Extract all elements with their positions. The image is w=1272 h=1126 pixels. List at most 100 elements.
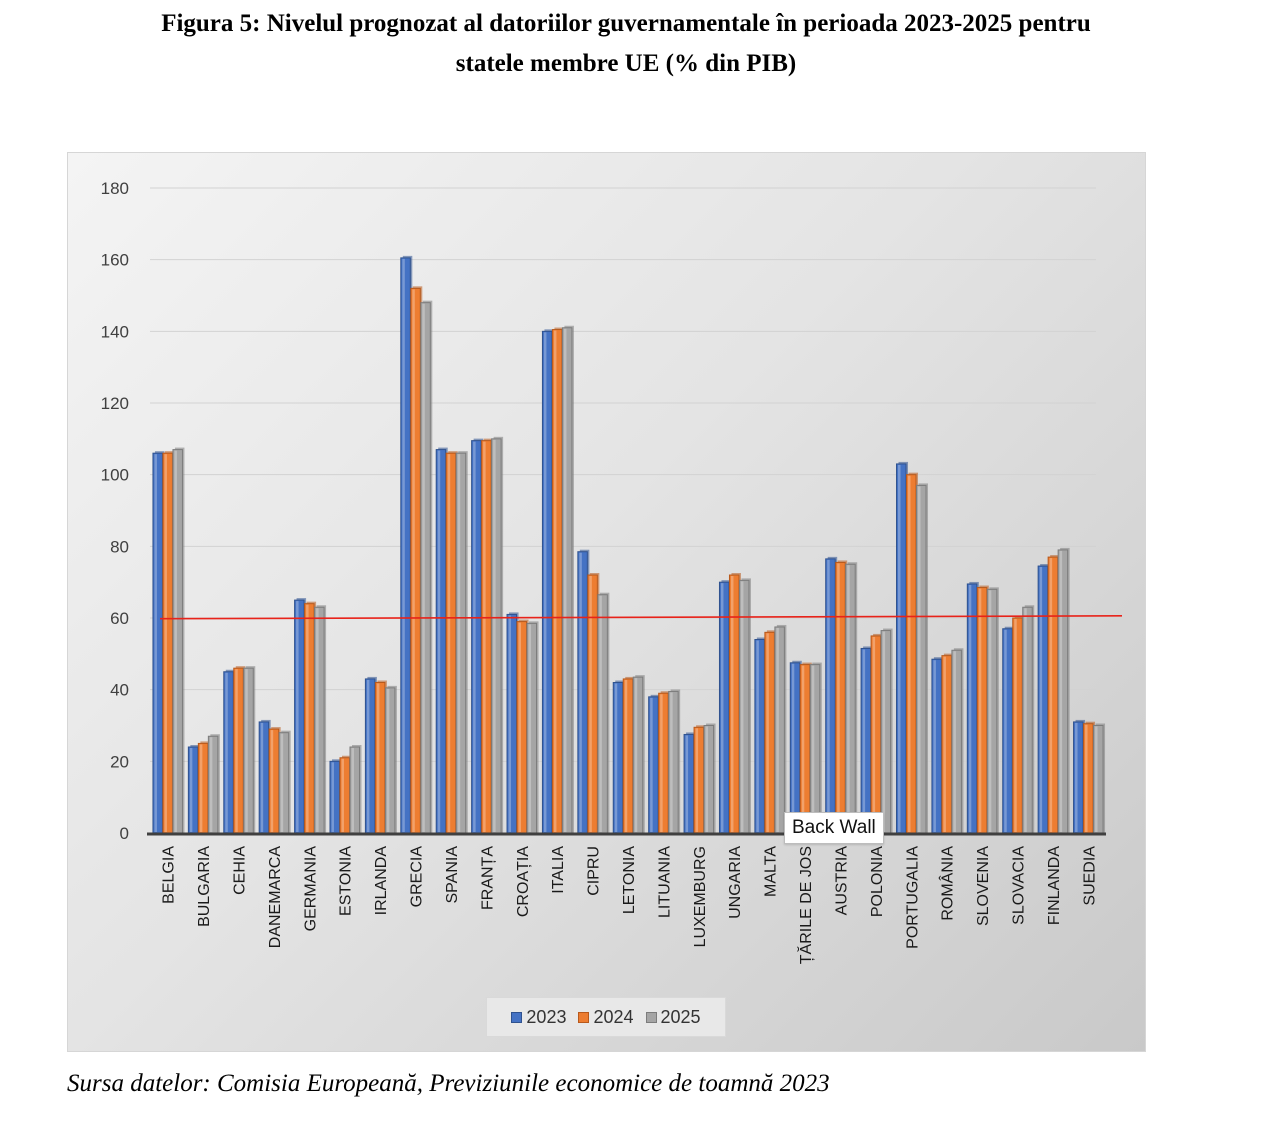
bar-highlight-2024-2 [235, 669, 238, 832]
bar-highlight-2024-14 [660, 694, 663, 832]
bar-2024-luxemburg [693, 726, 705, 834]
legend-item-2023: 2023 [511, 1007, 566, 1028]
bar-2023-suedia [1073, 721, 1084, 834]
bar-highlight-2023-13 [614, 683, 618, 832]
bar-2023-românia [931, 658, 942, 834]
bar-highlight-2023-25 [1039, 567, 1043, 832]
bar-highlight-2024-19 [837, 563, 840, 832]
bar-2024-finlanda [1047, 556, 1059, 834]
bar-highlight-2025-9 [493, 439, 496, 832]
bar-highlight-2024-20 [872, 636, 876, 832]
bar-2023-spania [435, 449, 447, 834]
bar-2025-grecia [420, 302, 431, 834]
legend-label-2025: 2025 [660, 1006, 701, 1027]
bar-2025-suedia [1093, 725, 1104, 834]
bar-highlight-2025-21 [918, 486, 921, 832]
bar-highlight-2025-14 [670, 692, 673, 832]
bar-chart-plot: 0 20 40 60 80 100 120 140 160 180 BELGIA BULGARIA C… [101, 179, 1123, 964]
bar-2025-belgia [172, 449, 183, 834]
y-tick-label-100: 100 [101, 466, 129, 485]
y-tick-label-20: 20 [110, 752, 129, 771]
category-label: CIPRU [586, 846, 603, 896]
bar-highlight-2024-5 [341, 758, 344, 832]
bar-highlight-2025-13 [634, 678, 638, 832]
bar-highlight-2024-24 [1014, 619, 1017, 832]
category-label: GRECIA [409, 846, 426, 908]
bar-highlight-2025-26 [1095, 726, 1098, 832]
bar-highlight-2025-23 [988, 590, 992, 832]
bar-2023-croația [506, 613, 518, 834]
bar-2025-irlanda [384, 687, 396, 834]
figure-title: Figura 5: Nivelul prognozat al datoriilo… [40, 4, 1212, 84]
bar-2025-finlanda [1057, 549, 1069, 834]
chart-tooltip: Back Wall [784, 812, 884, 844]
bar-2024-estonia [339, 757, 350, 834]
bar-2024-ungaria [728, 574, 740, 834]
bar-2025-slovenia [986, 588, 998, 834]
bar-2024-grecia [410, 287, 421, 834]
bar-highlight-2024-15 [695, 728, 699, 832]
bar-highlight-2024-21 [908, 475, 911, 832]
bar-highlight-2023-9 [473, 441, 476, 832]
y-tick-label-160: 160 [101, 251, 129, 270]
y-axis-ticks: 0 20 40 60 80 100 120 140 160 180 [101, 179, 129, 843]
category-label: POLONIA [869, 846, 886, 917]
bar-2025-lituania [668, 690, 679, 834]
bar-2023-malta [754, 639, 765, 834]
bar-highlight-2023-6 [366, 679, 370, 832]
y-tick-label-80: 80 [110, 537, 129, 556]
y-tick-label-140: 140 [101, 322, 129, 341]
bar-highlight-2025-4 [316, 608, 319, 832]
bar-2023-cipru [577, 551, 588, 834]
bar-2024-danemarca [268, 728, 280, 834]
bar-2023-finlanda [1037, 565, 1049, 834]
category-label: DANEMARCA [267, 846, 284, 949]
bar-2023-ungaria [718, 581, 730, 834]
category-label: FINLANDA [1046, 846, 1063, 925]
bar-highlight-2023-23 [968, 584, 972, 832]
bar-highlight-2023-18 [791, 663, 795, 832]
bar-highlight-2024-26 [1085, 724, 1088, 832]
bar-highlight-2025-22 [953, 651, 956, 832]
bar-highlight-2025-12 [599, 595, 602, 832]
bar-highlight-2024-1 [199, 744, 203, 832]
bar-2023-slovacia [1002, 628, 1013, 834]
bar-2024-bulgaria [197, 742, 209, 834]
bar-2025-estonia [349, 746, 360, 834]
bar-highlight-2023-26 [1075, 722, 1078, 832]
figure-title-line-1: Figura 5: Nivelul prognozat al datoriilo… [161, 10, 1091, 37]
bar-highlight-2023-1 [189, 748, 193, 832]
bar-highlight-2023-14 [650, 697, 653, 832]
bar-highlight-2023-10 [508, 615, 512, 832]
bar-highlight-2024-25 [1049, 558, 1053, 832]
bar-highlight-2023-12 [579, 552, 582, 832]
bar-highlight-2023-21 [898, 464, 901, 832]
bar-highlight-2023-20 [862, 649, 866, 832]
legend-label-2023: 2023 [526, 1006, 567, 1027]
bar-2024-lituania [658, 692, 669, 834]
category-label: ȚĂRILE DE JOS [796, 846, 815, 964]
bar-2024-spania [445, 452, 457, 834]
bar-highlight-2024-4 [306, 604, 309, 832]
bar-highlight-2024-18 [801, 665, 805, 832]
bar-highlight-2025-16 [740, 581, 744, 832]
bar-2023-lituania [648, 696, 659, 834]
bar-2023-irlanda [364, 678, 376, 834]
bar-2023-cehia [223, 671, 234, 834]
category-label: BULGARIA [196, 846, 213, 927]
legend: 2023 2024 2025 [486, 997, 726, 1037]
bar-2024-belgia [162, 452, 173, 834]
bar-highlight-2023-8 [437, 450, 441, 832]
bar-highlight-2024-23 [978, 588, 982, 832]
bar-2024-țările de jos [799, 664, 811, 834]
bar-2024-franța [481, 440, 492, 834]
bar-highlight-2023-16 [720, 583, 724, 832]
bar-2025-cipru [597, 594, 608, 834]
bar-2023-bulgaria [187, 746, 199, 834]
bar-highlight-2024-17 [766, 633, 769, 832]
y-tick-label-120: 120 [101, 394, 129, 413]
legend-swatch-2023 [511, 1011, 523, 1023]
category-label: ESTONIA [338, 846, 355, 916]
bar-2025-slovacia [1022, 606, 1033, 834]
bar-highlight-2023-0 [154, 454, 157, 832]
